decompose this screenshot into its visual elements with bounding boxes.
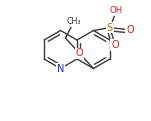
Text: CH₃: CH₃ [66, 17, 81, 26]
Text: O: O [126, 25, 134, 35]
Text: O: O [111, 40, 119, 50]
Text: S: S [107, 23, 113, 33]
Text: O: O [76, 48, 83, 58]
Text: OH: OH [110, 6, 123, 15]
Text: N: N [57, 64, 64, 73]
